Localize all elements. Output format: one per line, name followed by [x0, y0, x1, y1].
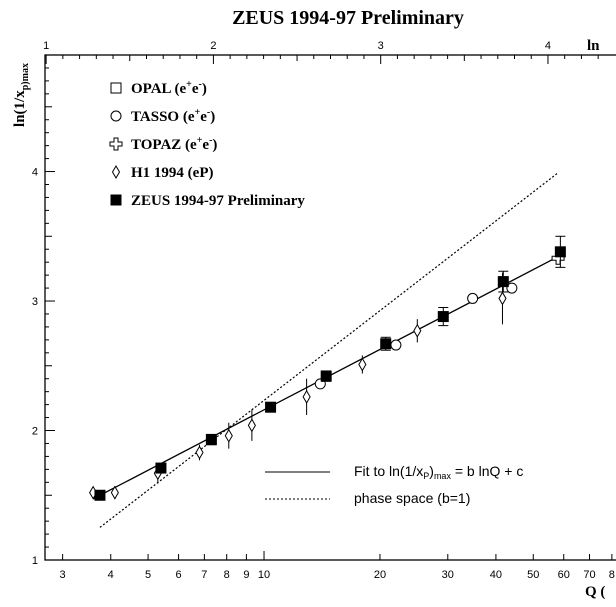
plot-frame [44, 54, 616, 561]
x-tick-label: 30 [442, 569, 454, 581]
fit-legend-suffix: = b lnQ + c [451, 463, 523, 479]
data-point-open-diamond [195, 445, 204, 460]
legend-marker-open-square [110, 82, 122, 94]
y-axis-label-tail: )max [20, 63, 31, 85]
legend-label-sup: - [199, 79, 202, 90]
top-tick-label: 2 [210, 40, 216, 52]
legend-label-e: e [202, 137, 209, 153]
data-point-open-diamond [302, 389, 311, 404]
chart-title: ZEUS 1994-97 Preliminary [232, 7, 464, 29]
x-tick-label: 8 [224, 569, 230, 581]
x-axis-label: Q ( [585, 584, 605, 600]
x-tick-label: 20 [374, 569, 386, 581]
plot-area: 3 4 5 6 7 8 9 10 20 30 40 50 60 70 8 1 2 3 4 1 2 3 4 [32, 40, 616, 581]
top-axis-label: ln [587, 38, 600, 54]
x-tick-label: 3 [60, 569, 66, 581]
data-point-open-diamond [224, 428, 233, 443]
x-tick-label: 70 [583, 569, 595, 581]
legend-label-e: e [200, 109, 207, 125]
legend-label: H1 1994 (eP) [131, 165, 213, 181]
fit-legend-sub: P [423, 471, 429, 481]
legend-marker-filled-square [110, 194, 122, 206]
x-tick-label: 60 [558, 569, 570, 581]
data-point-filled-square [380, 338, 392, 350]
data-point-filled-square [205, 434, 217, 446]
x-tick-label: 50 [527, 569, 539, 581]
top-tick-label: 4 [545, 40, 551, 52]
fit-legend-prefix: Fit to ln(1/x [354, 463, 423, 479]
legend-label: TASSO (e+e-) [131, 107, 215, 125]
legend-label-close: ) [212, 137, 217, 153]
data-point-filled-square [155, 462, 167, 474]
legend: OPAL (e+e-)TASSO (e+e-)TOPAZ (e+e-)H1 19… [109, 79, 305, 209]
legend-label-sup: - [207, 107, 210, 118]
legend-label-close: ) [210, 109, 215, 125]
legend-label-sup: - [209, 135, 212, 146]
legend-label-close: ) [202, 81, 207, 97]
data-point-filled-square [265, 401, 277, 413]
legend-label: ZEUS 1994-97 Preliminary [131, 193, 305, 209]
legend-label: OPAL (e+e-) [131, 79, 207, 97]
data-point-filled-square [320, 370, 332, 382]
x-tick-label: 40 [490, 569, 502, 581]
legend-marker-open-diamond [111, 165, 121, 179]
phase-legend-label: phase space (b=1) [354, 490, 470, 506]
data-point-filled-square [554, 246, 566, 258]
y-tick-label: 3 [32, 296, 38, 308]
data-point-open-diamond [110, 485, 119, 500]
legend-label-sup: + [194, 107, 200, 118]
data-point-open-circle [467, 292, 479, 304]
data-point-filled-square [437, 311, 449, 323]
fit-legend-label: Fit to ln(1/xP)max = b lnQ + c [354, 463, 523, 481]
top-tick-label: 3 [378, 40, 384, 52]
legend-label: TOPAZ (e+e-) [131, 135, 217, 153]
x-tick-label: 6 [176, 569, 182, 581]
x-tick-label: 4 [108, 569, 114, 581]
fit-legend: Fit to ln(1/xP)max = b lnQ + c phase spa… [265, 463, 523, 506]
x-tick-label: 8 [609, 569, 615, 581]
data-point-open-diamond [498, 291, 507, 306]
y-tick-label: 4 [32, 167, 38, 179]
x-tick-label: 5 [145, 569, 151, 581]
top-tick-label: 1 [43, 40, 49, 52]
data-point-open-circle [390, 339, 402, 351]
x-tick-label: 7 [201, 569, 207, 581]
data-point-filled-square [94, 489, 106, 501]
fit-legend-close: ) [429, 463, 434, 479]
data-point-open-diamond [413, 323, 422, 338]
y-axis-label-sub: p [20, 84, 31, 90]
phase-space-line [99, 172, 559, 528]
legend-marker-open-cross [109, 137, 123, 151]
legend-marker-open-circle [110, 110, 122, 122]
legend-label-sup: + [186, 79, 192, 90]
y-axis-label: ln(1/xp)max [12, 63, 31, 127]
x-tick-label: 10 [258, 569, 270, 581]
legend-label-e: e [192, 81, 199, 97]
data-point-filled-square [497, 276, 509, 288]
y-tick-label: 2 [32, 426, 38, 438]
x-tick-label: 9 [243, 569, 249, 581]
legend-label-sup: + [197, 135, 203, 146]
fit-legend-max: max [434, 471, 452, 481]
y-axis-label-main: ln(1/x [12, 90, 28, 127]
y-tick-label: 1 [32, 555, 38, 567]
legend-label-main: TOPAZ (e [131, 137, 197, 153]
data-point-open-diamond [358, 357, 367, 372]
legend-label-main: TASSO (e [131, 109, 195, 125]
legend-label-main: OPAL (e [131, 81, 186, 97]
data-point-open-diamond [247, 418, 256, 433]
data-point-open-circle [506, 282, 518, 294]
